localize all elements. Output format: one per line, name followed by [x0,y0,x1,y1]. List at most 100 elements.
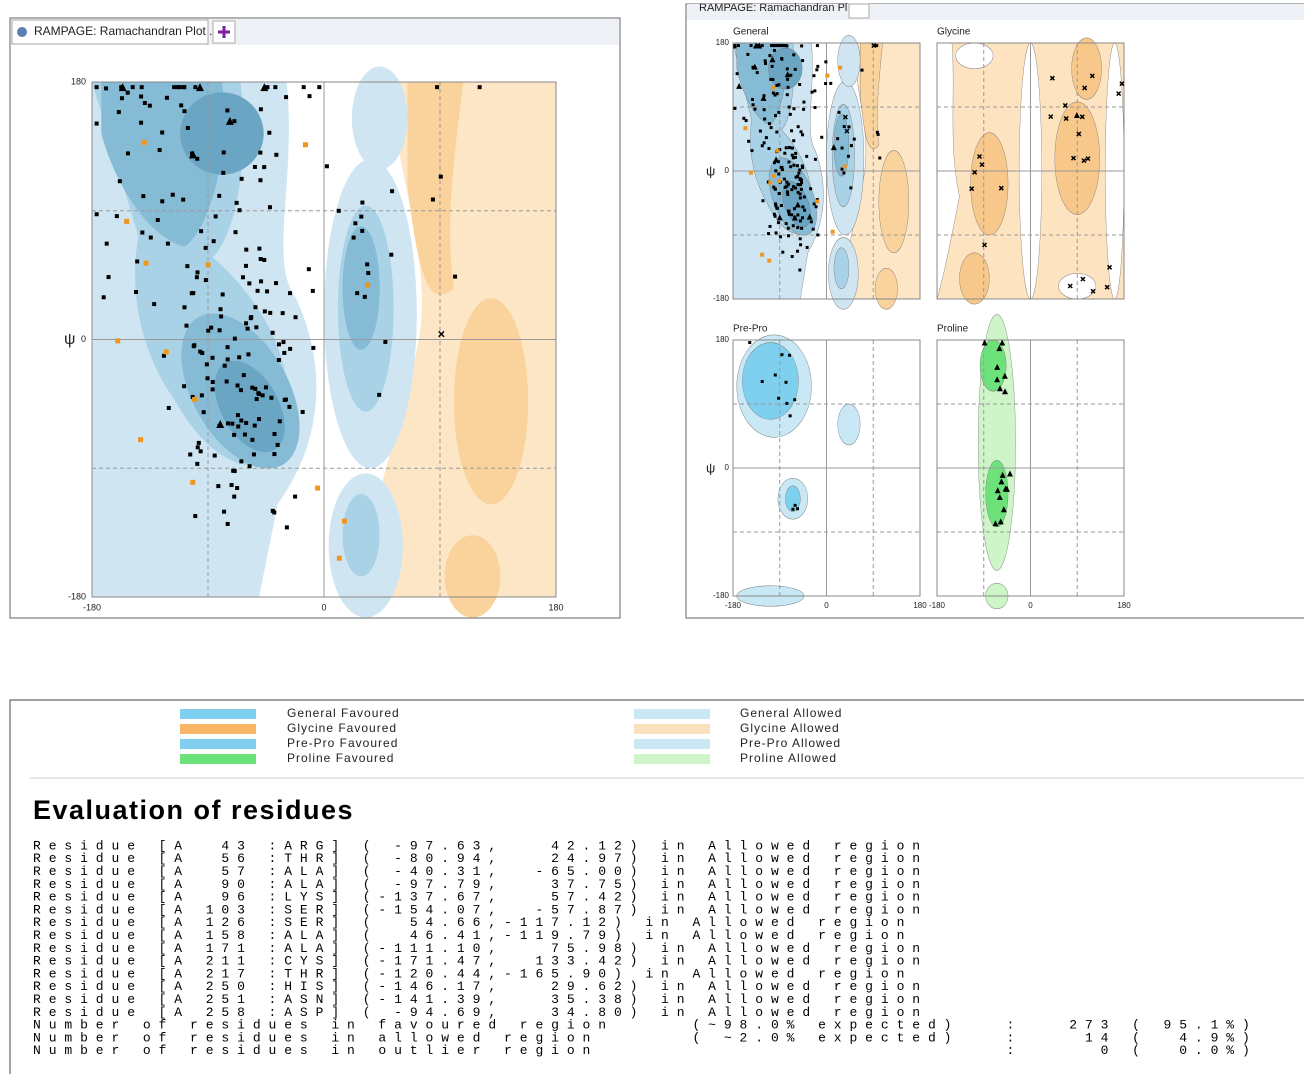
residue-marker [256,289,260,293]
residue-marker [842,172,845,175]
residue-marker [257,392,261,396]
residue-marker [759,130,762,133]
residue-marker [233,337,237,341]
residue-marker [120,96,124,100]
residue-marker [172,85,176,89]
residue-marker [226,421,230,425]
legend-label: Glycine Allowed [740,721,840,735]
residue-marker [786,78,789,81]
residue-marker [237,355,241,359]
residue-marker [119,85,123,89]
residue-marker [777,160,780,163]
tab-clip: RAMPAGE: Ramachandran Plot ... [699,2,869,14]
residue-marker [213,454,217,458]
residue-marker [277,358,281,362]
residue-marker [785,402,788,405]
residue-marker [792,139,795,142]
allowed-marker [315,486,320,491]
region [454,298,528,504]
residue-marker [791,154,794,157]
residue-marker [767,147,770,150]
residue-marker [777,44,780,47]
residue-marker [211,387,215,391]
residue-marker [777,111,780,114]
residue-marker [166,242,170,246]
tick-label: -180 [68,591,86,601]
residue-marker [751,66,754,69]
region [1072,38,1102,99]
residue-marker [785,181,788,184]
residue-marker [774,94,777,97]
allowed-marker [743,126,747,130]
region [834,115,849,176]
residue-marker [797,125,800,128]
residue-marker [293,495,297,499]
residue-marker [365,262,369,266]
residue-marker [792,224,795,227]
residue-marker [282,351,286,355]
residue-marker [775,131,778,134]
residue-marker [798,168,801,171]
residue-marker [263,309,267,313]
residue-marker [262,258,266,262]
residue-marker [196,445,200,449]
residue-marker [360,229,364,233]
residue-marker [258,151,262,155]
tick-label: 180 [913,601,927,610]
region [838,404,860,445]
residue-marker [792,53,795,56]
residue-marker [311,289,315,293]
residue-marker [226,357,230,361]
residue-marker [764,62,767,65]
residue-marker [805,155,808,158]
tab-title[interactable]: RAMPAGE: Ramachandran Plot ... [699,2,869,14]
residue-marker [239,419,243,423]
residue-marker [188,452,192,456]
tick-label: 0 [321,602,326,612]
residue-marker [794,68,797,71]
new-tab-button[interactable] [849,4,869,18]
allowed-marker [365,283,370,288]
residue-marker [770,126,773,129]
residue-marker [244,421,248,425]
residue-marker [182,85,186,89]
residue-marker [777,172,780,175]
residue-marker [139,121,143,125]
residue-marker [814,106,817,109]
residue-marker [165,96,169,100]
residue-marker [780,353,783,356]
residue-marker [204,278,208,282]
plot-area [733,35,920,309]
residue-marker [261,393,265,397]
residue-marker [838,111,841,114]
residue-marker [117,110,121,114]
residue-marker [242,373,246,377]
residue-marker [235,486,239,490]
residue-marker [761,199,764,202]
residue-marker [774,114,777,117]
residue-marker [742,117,745,120]
residue-marker [802,101,805,104]
residue-marker [182,384,186,388]
residue-marker [824,60,827,63]
allowed-marker [138,437,143,442]
residue-marker [244,264,248,268]
residue-marker [268,311,272,315]
residue-marker [281,311,285,315]
residue-marker [258,178,262,182]
region [834,248,849,289]
residue-marker [238,208,242,212]
residue-marker [799,196,802,199]
residue-marker [308,94,312,98]
residue-marker [792,107,795,110]
residue-marker [799,237,802,240]
tick-label: 180 [71,76,86,86]
residue-marker [287,405,291,409]
residue-marker [796,226,799,229]
residue-marker [191,291,195,295]
tab-title[interactable]: RAMPAGE: Ramachandran Plot ... [34,24,219,38]
residue-marker [788,354,791,357]
residue-marker [784,44,787,47]
residue-marker [355,291,359,295]
residue-marker [779,235,782,238]
